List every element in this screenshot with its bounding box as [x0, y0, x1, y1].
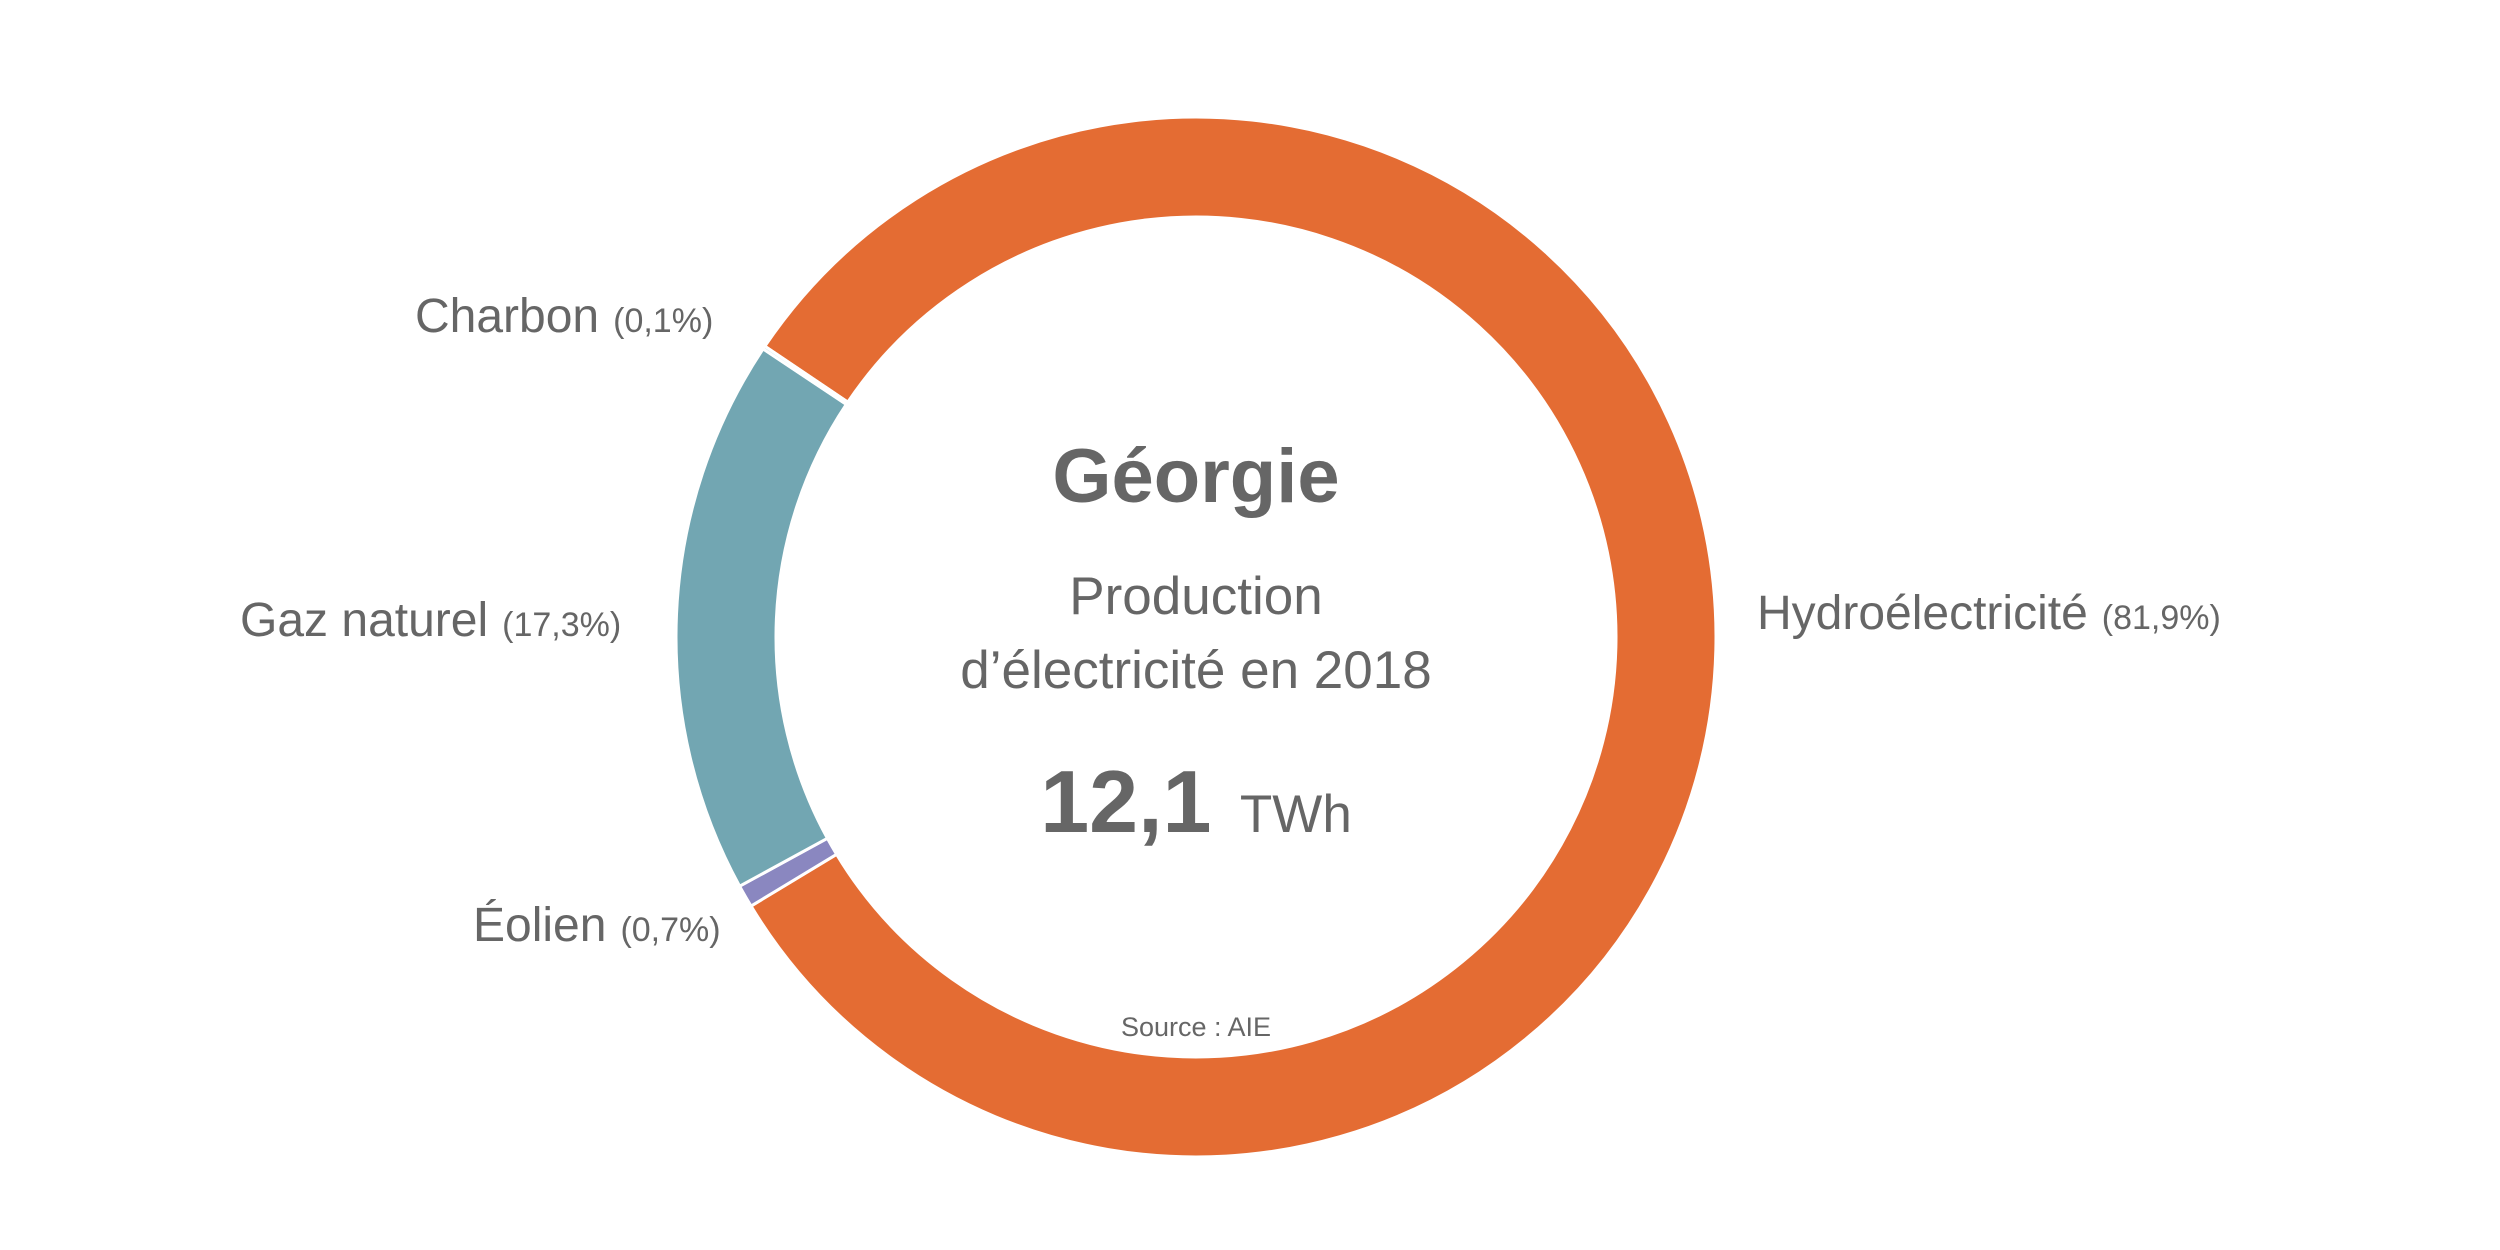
chart-subtitle-line2: d’électricité en 2018 — [960, 641, 1431, 700]
label-percent: (81,9%) — [2102, 599, 2221, 637]
label-hydroélectricité: Hydroélectricité (81,9%) — [1757, 587, 2221, 640]
label-name: Hydroélectricité — [1757, 587, 2088, 640]
total-value: 12,1 — [1040, 752, 1211, 851]
label-name: Charbon — [415, 290, 599, 343]
label-éolien: Éolien (0,7%) — [473, 899, 721, 952]
label-name: Éolien — [473, 899, 606, 952]
total-unit: TWh — [1240, 785, 1352, 844]
label-percent: (0,7%) — [620, 911, 720, 949]
source-note: Source : AIE — [1121, 1012, 1271, 1042]
slice-gaz-naturel — [674, 347, 848, 888]
slice-charbon — [761, 344, 850, 406]
label-name: Gaz naturel — [240, 594, 488, 647]
label-percent: (17,3%) — [502, 606, 621, 644]
donut-slices — [674, 115, 1718, 1159]
slice-hydroélectricité — [749, 115, 1718, 1159]
label-gaz-naturel: Gaz naturel (17,3%) — [240, 594, 621, 647]
total-production: 12,1 TWh — [1040, 752, 1352, 851]
chart-title: Géorgie — [1052, 434, 1339, 519]
slice-labels: Hydroélectricité (81,9%) Éolien (0,7%) Gaz n… — [240, 290, 2221, 952]
label-charbon: Charbon (0,1%) — [415, 290, 713, 343]
chart-subtitle-line1: Production — [1069, 567, 1322, 626]
label-percent: (0,1%) — [613, 302, 713, 340]
